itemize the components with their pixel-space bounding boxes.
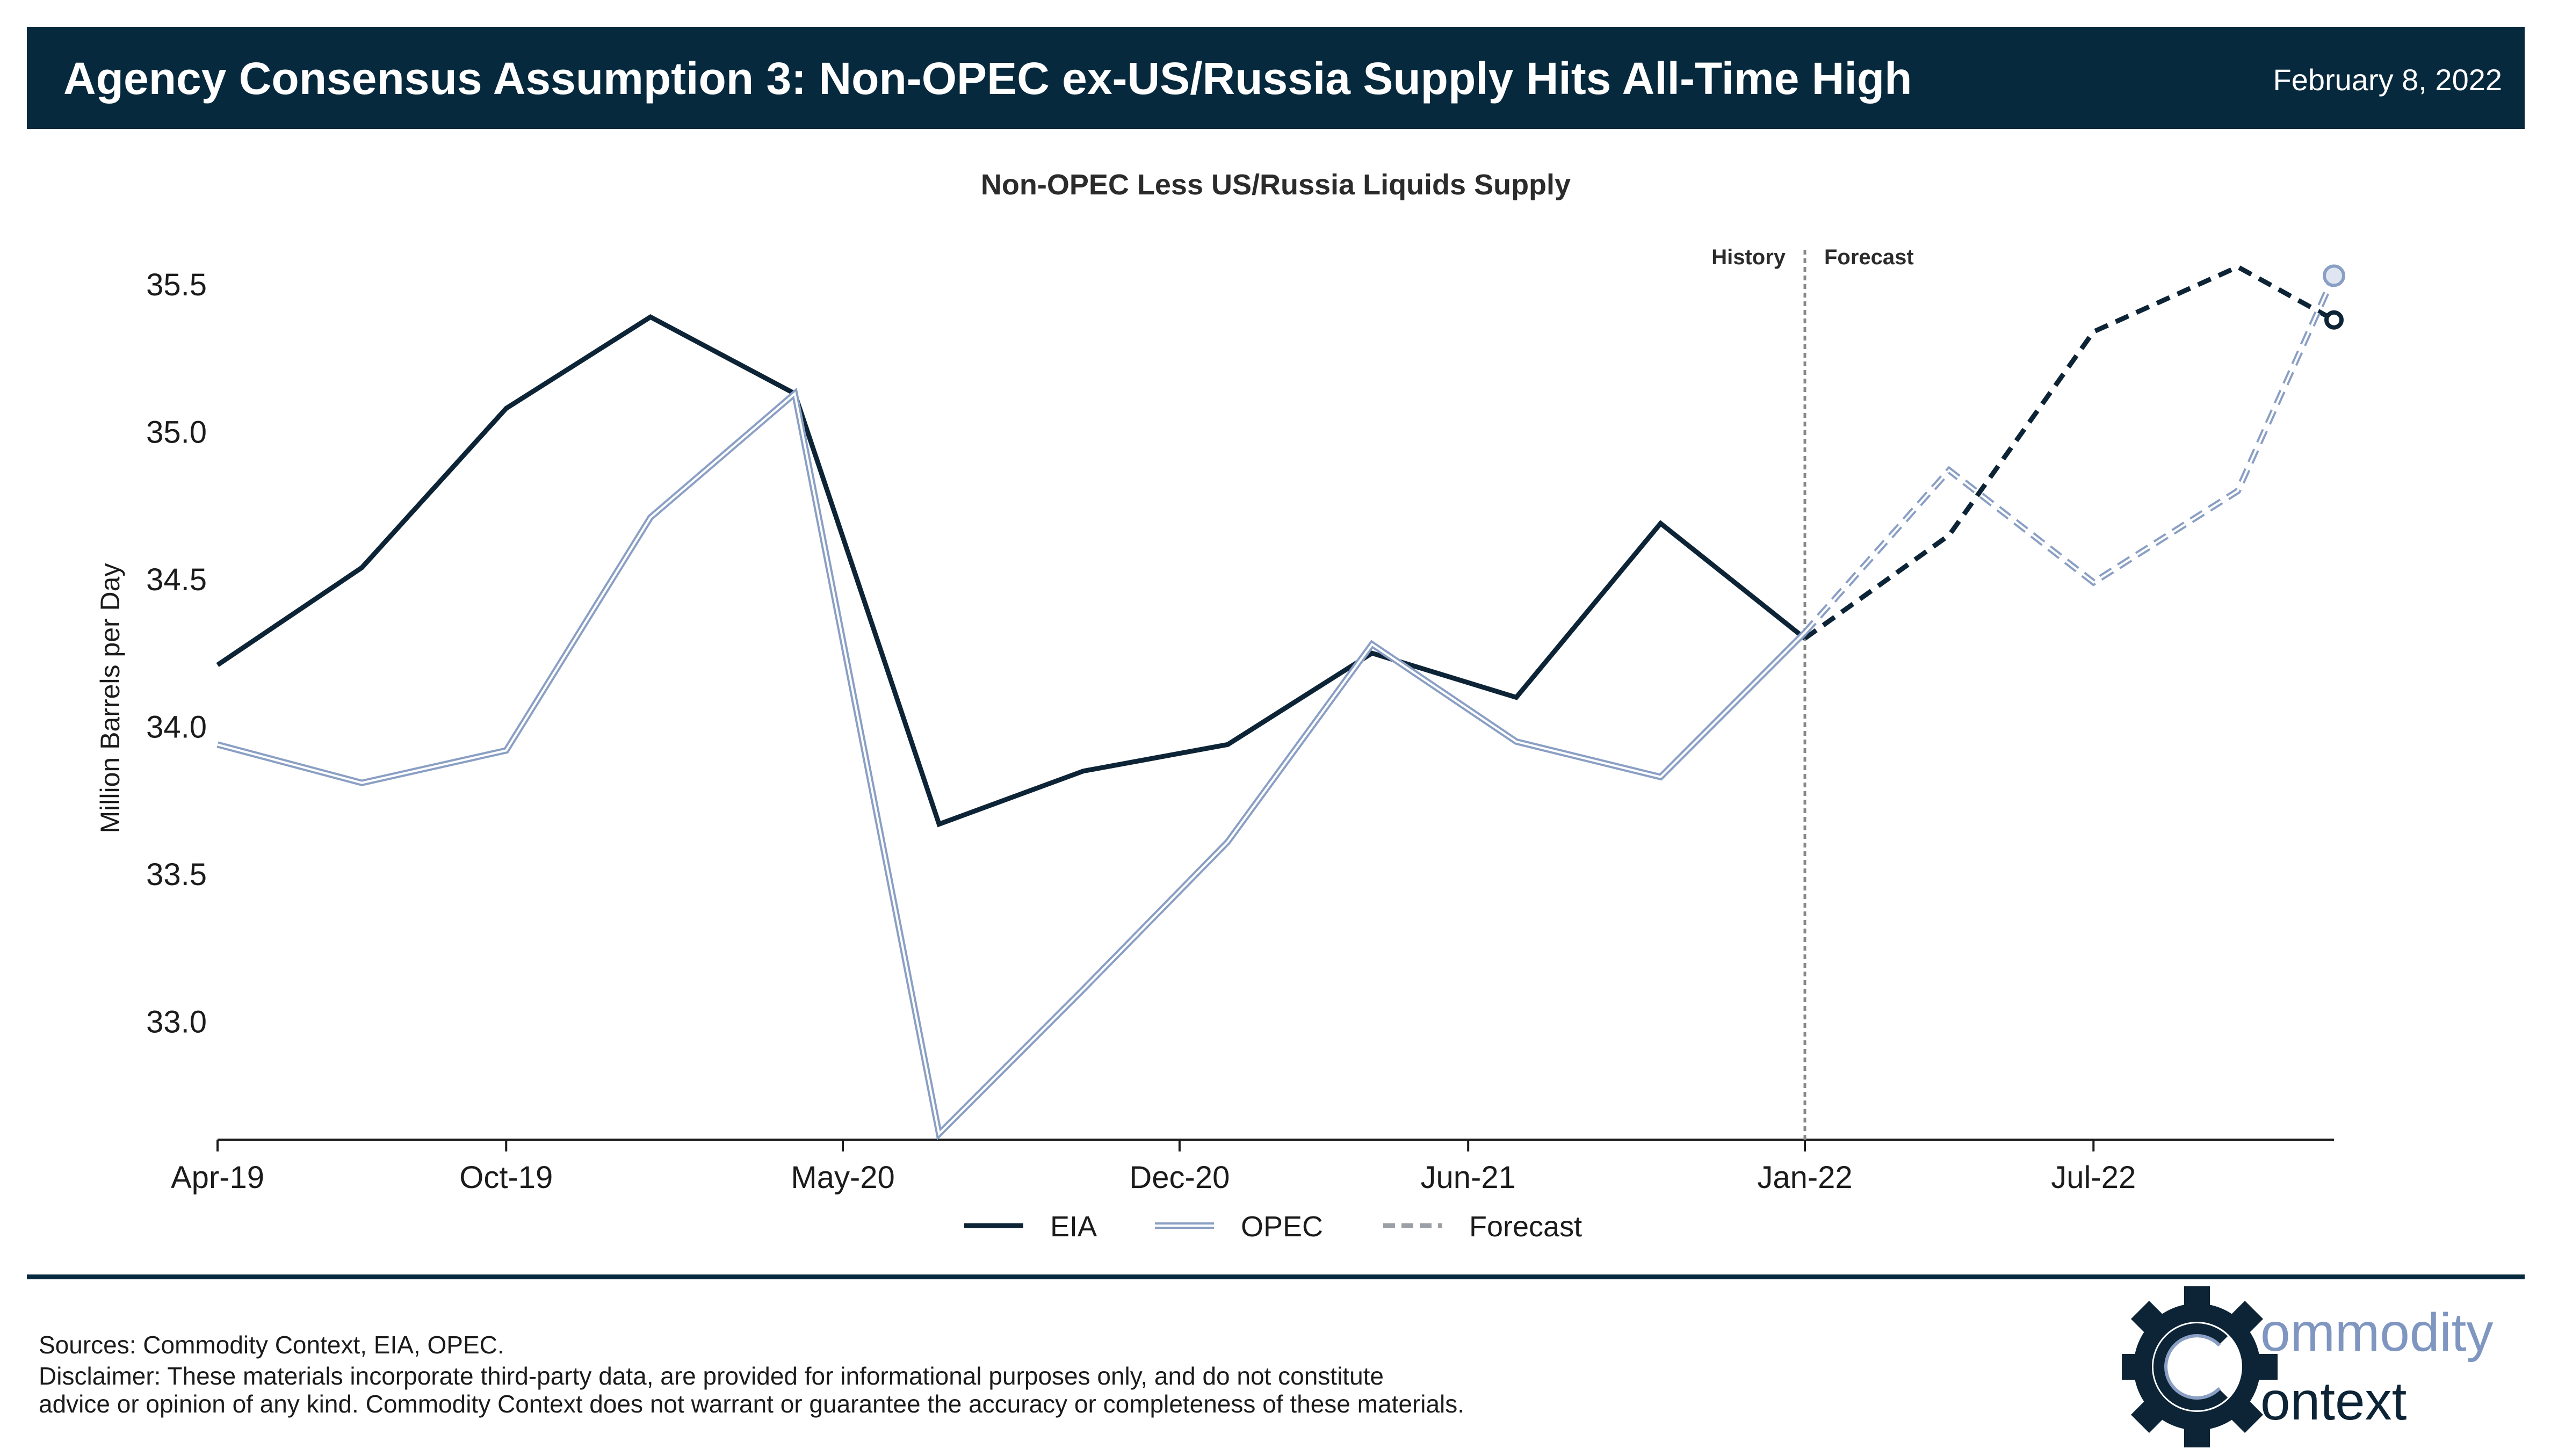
chart: Non-OPEC Less US/Russia Liquids Supply M… <box>95 169 2345 1243</box>
x-tick-label: May-20 <box>791 1160 894 1195</box>
history-forecast-divider: History Forecast <box>1711 245 1914 1140</box>
y-tick-label: 33.0 <box>146 1004 207 1039</box>
disclaimer-line-1: Disclaimer: These materials incorporate … <box>39 1362 1384 1390</box>
sources-note: Sources: Commodity Context, EIA, OPEC. <box>39 1331 504 1359</box>
logo-line-1: ommodity <box>2260 1302 2493 1363</box>
footer-divider <box>27 1274 2525 1279</box>
page-title: Agency Consensus Assumption 3: Non-OPEC … <box>63 53 1912 104</box>
logo-line-2: ontext <box>2260 1371 2407 1431</box>
gear-c-icon <box>2122 1286 2278 1447</box>
opec-forecast-inner <box>1804 275 2335 634</box>
history-label: History <box>1711 245 1786 269</box>
x-tick-label: Dec-20 <box>1129 1160 1230 1195</box>
series-lines <box>216 264 2345 1141</box>
eia-history-line <box>216 314 1806 828</box>
y-tick-label: 34.5 <box>146 562 207 597</box>
y-tick-label: 35.0 <box>146 415 207 450</box>
commodity-context-logo: ommodity ontext <box>2122 1286 2493 1447</box>
opec-history-line <box>216 387 1808 1141</box>
header-banner: Agency Consensus Assumption 3: Non-OPEC … <box>27 27 2525 129</box>
y-tick-label: 33.5 <box>146 857 207 892</box>
series-opec <box>216 264 2345 1141</box>
x-tick-label: Jun-21 <box>1421 1160 1516 1195</box>
chart-title: Non-OPEC Less US/Russia Liquids Supply <box>981 169 1571 201</box>
y-tick-label: 35.5 <box>146 267 207 302</box>
x-tick-label: Oct-19 <box>459 1160 553 1195</box>
forecast-label: Forecast <box>1824 245 1914 269</box>
legend: EIA OPEC Forecast <box>964 1211 1582 1243</box>
opec-end-marker <box>2323 264 2345 287</box>
report-date: February 8, 2022 <box>2273 63 2502 97</box>
x-tick-label: Apr-19 <box>171 1160 264 1195</box>
x-tick-label: Jan-22 <box>1757 1160 1852 1195</box>
legend-label: Forecast <box>1469 1211 1582 1243</box>
series-eia <box>216 264 2344 828</box>
axes: 33.0 33.5 34.0 34.5 35.0 35.5 Apr-19 Oct-19 May-… <box>146 267 2334 1195</box>
eia-forecast-line <box>1803 264 2336 641</box>
legend-label: OPEC <box>1241 1211 1323 1243</box>
y-axis-label: Million Barrels per Day <box>95 563 125 834</box>
opec-history-inner <box>217 392 1806 1136</box>
legend-label: EIA <box>1050 1211 1097 1243</box>
eia-end-marker <box>2324 310 2344 330</box>
x-tick-label: Jul-22 <box>2051 1160 2136 1195</box>
disclaimer-line-2: advice or opinion of any kind. Commodity… <box>39 1390 1465 1418</box>
y-tick-label: 34.0 <box>146 709 207 744</box>
